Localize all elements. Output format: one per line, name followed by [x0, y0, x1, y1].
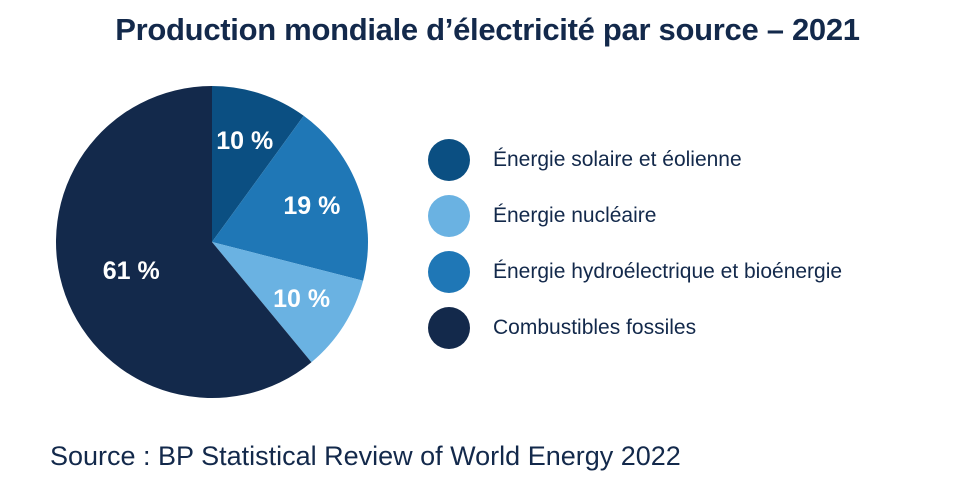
- pie-slice-2: [212, 242, 364, 363]
- legend-item-3: Combustibles fossiles: [428, 300, 968, 356]
- legend-item-0: Énergie solaire et éolienne: [428, 132, 968, 188]
- chart-title: Production mondiale d’électricité par so…: [115, 12, 860, 47]
- legend-item-2: Énergie hydroélectrique et bioénergie: [428, 244, 968, 300]
- pie-slice-3: [56, 86, 312, 398]
- legend-label-2: Énergie hydroélectrique et bioénergie: [493, 260, 843, 283]
- pie-slices: [56, 86, 368, 398]
- pie-slice-label-0: 10 %: [216, 127, 273, 155]
- pie-slice-1: [212, 115, 368, 281]
- legend-swatch-0: [428, 139, 470, 181]
- legend: Énergie solaire et éolienne Énergie nuclé…: [428, 132, 968, 356]
- pie-slice-0: [212, 86, 304, 242]
- legend-swatch-1: [428, 195, 470, 237]
- legend-label-0: Énergie solaire et éolienne: [493, 148, 742, 171]
- legend-swatch-3: [428, 307, 470, 349]
- pie-slice-label-3: 61 %: [103, 257, 160, 285]
- legend-item-1: Énergie nucléaire: [428, 188, 968, 244]
- legend-label-3: Combustibles fossiles: [493, 316, 697, 339]
- pie-labels: 10 % 19 % 10 % 61 %: [103, 127, 341, 313]
- source-note: Source : BP Statistical Review of World …: [50, 441, 681, 471]
- legend-label-1: Énergie nucléaire: [493, 204, 657, 227]
- pie-slice-label-2: 10 %: [273, 285, 330, 313]
- pie-slice-label-1: 19 %: [283, 192, 340, 220]
- legend-swatch-2: [428, 251, 470, 293]
